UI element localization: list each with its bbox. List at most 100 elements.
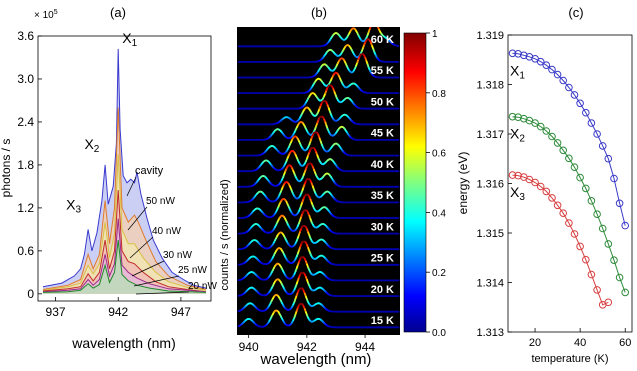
- series-fill-5: [43, 240, 206, 294]
- panel-b: (b) 60 K 55 K 50 K 45 K 40 K 35 K 30 K 25 K 20 K…: [219, 5, 446, 368]
- temperature-label: 60 K: [371, 34, 394, 46]
- series-line-2: [42, 154, 207, 291]
- data-point-x2: [593, 210, 601, 218]
- data-point-x1: [542, 61, 551, 69]
- fit-line-x3: [512, 174, 609, 306]
- y-tick-label: 3.6: [17, 29, 34, 43]
- temperature-label: 15 K: [371, 315, 394, 327]
- data-point-x2: [548, 132, 556, 141]
- panel-b-y-axis-label: counts / s (normalized): [219, 179, 231, 290]
- data-point-x2: [604, 240, 613, 248]
- data-point-x3: [536, 182, 545, 191]
- temperature-label: 40 K: [371, 159, 394, 171]
- data-point-x3: [604, 298, 613, 307]
- series-line-5: [42, 240, 207, 293]
- data-point-x3: [531, 178, 539, 187]
- data-point-x2: [615, 273, 624, 282]
- x-tick-label: 947: [171, 305, 191, 319]
- arrow-40nw: [129, 236, 154, 259]
- colorbar-tick-label: 0.8: [432, 89, 446, 100]
- x-tick-label: 944: [355, 340, 375, 354]
- peak-label-subscript: 3: [75, 205, 81, 216]
- temperature-label: 25 K: [371, 253, 394, 265]
- x-tick-label: 942: [297, 340, 317, 354]
- panel-a: (a) 0 0.6 1.2 1.8 2.4 3.0 3.6 937 942 947 × 105 p…: [0, 5, 217, 351]
- y-tick-label: 0.6: [17, 244, 34, 258]
- x-tick-label: 937: [46, 305, 66, 319]
- temperature-label: 50 K: [371, 96, 394, 108]
- trace-32.5k: [237, 193, 400, 219]
- data-point-x2: [508, 112, 517, 121]
- colorbar: [403, 32, 427, 333]
- trace-segment: [376, 27, 379, 29]
- data-point-x2: [559, 146, 568, 155]
- series-label-x3: X3: [510, 184, 525, 203]
- colorbar-tick-label: 0.6: [432, 149, 446, 160]
- series-label-name: X: [510, 62, 520, 78]
- peak-label-name: X: [66, 197, 76, 213]
- series-label-x1: X1: [510, 62, 525, 81]
- series-line-3: [42, 189, 207, 293]
- data-point-x2: [514, 113, 522, 121]
- data-point-x2: [565, 154, 573, 163]
- colorbar-tick-label: 1: [432, 29, 438, 40]
- y-tick-label: 1.316: [476, 179, 504, 191]
- data-point-x1: [565, 83, 573, 92]
- trace-segment: [369, 27, 372, 30]
- temperature-label: 30 K: [371, 221, 394, 233]
- panel-a-scale-label: × 105: [34, 9, 58, 21]
- arrow-25nw: [133, 275, 180, 287]
- data-point-x2: [576, 173, 584, 182]
- peak-label-x3: X3: [66, 197, 81, 216]
- data-point-x2: [553, 139, 562, 147]
- peak-label-subscript: 1: [132, 38, 138, 49]
- data-point-x3: [553, 201, 562, 210]
- data-point-x1: [587, 119, 596, 127]
- trace-37.5k: [237, 162, 400, 188]
- series-label-x2: X2: [510, 126, 525, 145]
- data-point-x3: [525, 175, 534, 184]
- data-point-x2: [587, 197, 596, 205]
- panel-c-label: (c): [568, 5, 583, 20]
- x-tick-label: 940: [239, 340, 259, 354]
- y-tick-label: 1.8: [17, 158, 34, 172]
- y-tick-label: 1.318: [476, 80, 504, 92]
- trace-segment: [371, 23, 372, 25]
- fit-line-x1: [512, 52, 626, 226]
- annotation-30nw: 30 nW: [163, 250, 192, 261]
- annotation-cavity: cavity: [135, 165, 164, 177]
- trace-57.5k: [237, 38, 400, 63]
- data-point-x2: [536, 122, 545, 131]
- x-tick-label: 60: [619, 337, 631, 349]
- panel-a-frame: [37, 35, 212, 302]
- data-point-x1: [559, 76, 568, 85]
- data-point-x3: [570, 230, 579, 238]
- peak-label-subscript: 2: [94, 144, 100, 155]
- trace-60k: [237, 23, 400, 48]
- y-tick-label: 0: [27, 287, 34, 301]
- temperature-label: 35 K: [371, 190, 394, 202]
- colorbar-tick-label: 0.0: [432, 328, 446, 339]
- series-label-subscript: 3: [519, 192, 525, 203]
- data-point-x2: [610, 256, 618, 265]
- series-label-subscript: 1: [519, 70, 525, 81]
- data-point-x1: [604, 154, 613, 163]
- panel-a-scale-exponent: 5: [54, 9, 58, 16]
- panel-a-label: (a): [110, 5, 126, 20]
- arrow-cavity: [126, 176, 137, 197]
- temperature-label: 45 K: [371, 128, 394, 140]
- temperature-label: 20 K: [371, 284, 394, 296]
- annotation-25nw: 25 nW: [178, 265, 207, 276]
- y-tick-label: 3.0: [17, 72, 34, 86]
- fit-line-x2: [512, 116, 626, 293]
- data-point-x1: [553, 70, 562, 79]
- colorbar-tick-label: 0.2: [432, 268, 446, 279]
- data-point-x3: [548, 194, 556, 202]
- trace-35k: [237, 178, 400, 204]
- arrow-50nw: [127, 206, 148, 231]
- data-point-x1: [536, 57, 545, 66]
- data-point-x3: [508, 171, 517, 179]
- y-tick-label: 1.315: [476, 228, 504, 240]
- series-line-4: [42, 218, 207, 293]
- data-point-x3: [514, 171, 522, 180]
